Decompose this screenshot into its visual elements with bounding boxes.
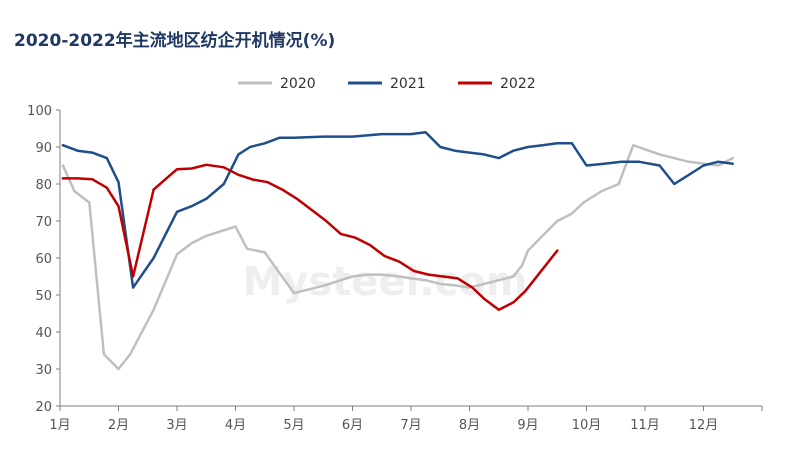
x-tick-label: 9月 (517, 418, 538, 433)
x-tick-label: 7月 (400, 418, 421, 433)
watermark-text: Mysteel.com (243, 259, 528, 305)
series-line-2021 (61, 130, 735, 289)
y-tick-label: 30 (35, 363, 52, 378)
x-tick-label: 6月 (342, 418, 363, 433)
chart-title: 2020-2022年主流地区纺企开机情况(%) (14, 31, 336, 51)
y-tick-label: 80 (35, 178, 52, 193)
y-tick-label: 50 (35, 289, 52, 304)
x-tick-label: 1月 (49, 418, 70, 433)
x-tick-label: 11月 (630, 418, 660, 433)
y-tick-label: 70 (35, 215, 52, 230)
x-tick-label: 3月 (166, 418, 187, 433)
x-tick-label: 4月 (225, 418, 246, 433)
series-line-2022 (61, 163, 559, 312)
y-tick-label: 90 (35, 141, 52, 156)
x-tick-label: 2月 (108, 418, 129, 433)
y-tick-label: 40 (35, 326, 52, 341)
y-tick-label: 60 (35, 252, 52, 267)
x-tick-label: 8月 (459, 418, 480, 433)
y-tick-label: 20 (35, 400, 52, 415)
legend-label-2022: 2022 (500, 76, 536, 92)
legend-label-2020: 2020 (280, 76, 316, 92)
legend-label-2021: 2021 (390, 76, 426, 92)
y-tick-label: 100 (27, 104, 52, 119)
x-tick-label: 10月 (572, 418, 602, 433)
x-tick-label: 12月 (689, 418, 719, 433)
series-line-2020 (61, 143, 735, 371)
x-tick-label: 5月 (283, 418, 304, 433)
